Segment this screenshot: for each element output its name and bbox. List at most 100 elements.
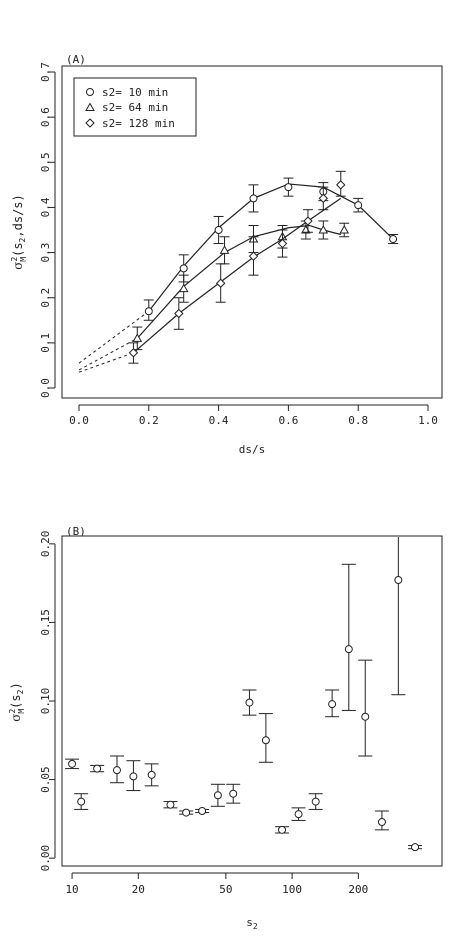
panel-b-y-tick-label: 0.05 xyxy=(39,766,52,793)
panel-a-x-tick-label: 1.0 xyxy=(418,414,438,427)
series-diamond-point xyxy=(174,308,184,319)
series-diamond-point xyxy=(336,180,346,190)
panel-b-data-point xyxy=(278,825,287,834)
panel-b-data-point xyxy=(129,772,138,781)
panel-a-y-tick-label: 0.2 xyxy=(39,288,52,308)
panel-b-data-point xyxy=(68,759,77,768)
series-triangle-fit-line xyxy=(136,224,341,339)
legend-circle-icon xyxy=(86,88,94,96)
panel-a-y-tick-label: 0.6 xyxy=(39,107,52,127)
panel-b-ylabel-args-sub: 2 xyxy=(16,689,25,694)
series-diamond-extrapolation xyxy=(78,352,134,373)
series-circle-fit-line xyxy=(148,183,394,312)
series-circle-point xyxy=(144,307,153,316)
panel-b-data-point xyxy=(77,797,86,806)
panel-a-plot-area xyxy=(78,170,399,373)
panel-b-data-point xyxy=(147,770,156,779)
panel-a-ylabel-tail: ,ds/s) xyxy=(11,194,25,237)
panel-b-data-point xyxy=(344,645,353,654)
series-triangle-point xyxy=(219,245,230,254)
panel-b-data-point xyxy=(182,808,191,817)
panel-b-x-axis: 10 20 50 100 200 xyxy=(65,872,368,896)
panel-b-data-point xyxy=(328,700,337,709)
panel-a-y-axis: 0.0 0.1 0.2 0.3 0.4 0.5 0.6 0.7 xyxy=(39,62,56,398)
series-diamond-point xyxy=(303,216,313,226)
panel-a-y-tick-label: 0.3 xyxy=(39,243,52,263)
panel-a-x-tick-label: 0.6 xyxy=(278,414,298,427)
panel-b-data-point xyxy=(361,712,370,721)
panel-b-label: (B) xyxy=(66,525,86,538)
panel-b-ylabel-sigma: σ xyxy=(9,713,23,721)
legend-label-s2-64: s2= 64 min xyxy=(102,101,168,114)
series-circle-point xyxy=(214,226,223,234)
panel-b-x-tick-label: 100 xyxy=(282,883,302,896)
panel-a-y-tick-label: 0.4 xyxy=(39,197,52,217)
panel-b-y-tick-label: 0.20 xyxy=(39,531,52,558)
panel-a-x-tick-label: 0.0 xyxy=(69,414,89,427)
panel-a-label: (A) xyxy=(66,53,86,66)
panel-a-y-tick-label: 0.5 xyxy=(39,152,52,172)
panel-a-x-tick-label: 0.2 xyxy=(139,414,159,427)
panel-b-data-point xyxy=(112,766,121,775)
series-diamond-point xyxy=(248,251,259,261)
panel-a-x-tick-label: 0.8 xyxy=(348,414,368,427)
panel-b-plot-area xyxy=(65,537,423,852)
legend-label-s2-128: s2= 128 min xyxy=(102,117,175,130)
panel-b-y-tick-label: 0.15 xyxy=(39,609,52,636)
series-circle-point xyxy=(354,201,363,210)
series-triangle-point xyxy=(132,333,143,342)
panel-b-data-point xyxy=(377,818,386,826)
panel-b-data-point xyxy=(261,736,270,745)
panel-b-x-tick-label: 20 xyxy=(132,883,145,896)
legend-diamond-icon xyxy=(85,118,95,128)
series-triangle-point xyxy=(318,224,329,234)
panel-b-data-point xyxy=(213,791,222,800)
panel-b-x-tick-label: 50 xyxy=(219,883,232,896)
series-diamond-point xyxy=(318,193,329,204)
series-diamond-point xyxy=(277,238,288,249)
panel-a-ylabel: σ2M(s2,ds/s) xyxy=(10,194,28,270)
panel-b-data-point xyxy=(245,698,254,707)
series-circle-extrapolation xyxy=(78,310,150,364)
panel-b-data-point xyxy=(93,764,102,773)
legend-triangle-icon xyxy=(85,102,95,111)
panel-b-x-tick-label: 10 xyxy=(65,883,78,896)
panel-a-ylabel-args: (s xyxy=(11,242,25,256)
panel-b-x-tick-label: 200 xyxy=(348,883,368,896)
panel-a-xlabel: ds/s xyxy=(239,443,266,456)
series-circle-point xyxy=(389,235,398,244)
series-diamond-point xyxy=(215,278,226,288)
series-diamond-point xyxy=(128,348,139,358)
series-circle-point xyxy=(249,194,258,203)
panel-b-data-point xyxy=(294,810,303,819)
panel-b-ylabel-args: (s xyxy=(9,694,23,708)
panel-a-y-tick-label: 0.7 xyxy=(39,62,52,82)
panel-a-x-axis: 0.0 0.2 0.4 0.6 0.8 1.0 xyxy=(69,404,438,427)
series-circle-point xyxy=(179,264,188,273)
panel-b-xlabel-sub: 2 xyxy=(253,922,258,931)
series-triangle-point xyxy=(339,224,350,234)
panel-b-xlabel: s2 xyxy=(246,916,258,931)
panel-b: (B) s2 σ2M(s2) 10 20 50 100 200 0.000.050.10… xyxy=(8,525,443,931)
series-triangle-extrapolation xyxy=(78,337,138,371)
panel-b-y-tick-label: 0.10 xyxy=(39,688,52,715)
panel-b-ylabel-tail: ) xyxy=(9,682,23,689)
panel-a-ylabel-sigma: σ xyxy=(11,262,25,270)
series-circle-point xyxy=(284,183,293,192)
panel-b-ylabel-sub: M xyxy=(17,709,26,714)
panel-a-frame xyxy=(61,65,443,399)
panel-a-y-tick-label: 0.1 xyxy=(39,333,52,353)
panel-a-ylabel-args-sub: 2 xyxy=(18,237,27,242)
panel-b-data-point xyxy=(166,800,175,809)
panel-b-xlabel-main: s xyxy=(246,916,253,929)
panel-b-y-tick-label: 0.00 xyxy=(39,845,52,872)
panel-b-frame xyxy=(61,535,443,867)
panel-a-x-tick-label: 0.4 xyxy=(209,414,229,427)
panel-a-ylabel-sub: M xyxy=(19,257,28,262)
series-triangle-point xyxy=(178,283,189,293)
panel-b-data-point xyxy=(311,797,320,806)
panel-a-ylabel-sup: 2 xyxy=(10,257,19,262)
legend-label-s2-10: s2= 10 min xyxy=(102,86,168,99)
panel-b-data-point xyxy=(198,807,207,815)
